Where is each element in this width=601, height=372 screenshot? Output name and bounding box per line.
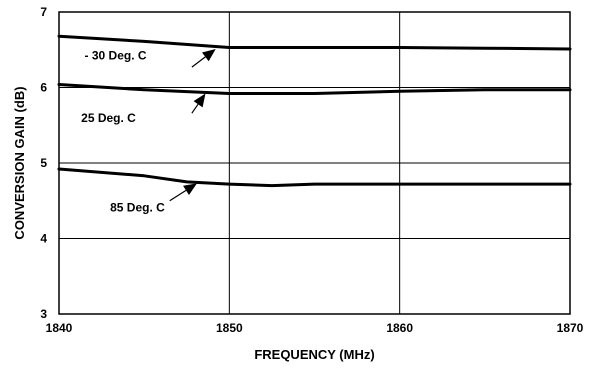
annotation-label-0: - 30 Deg. C	[85, 49, 147, 63]
y-axis-title: CONVERSION GAIN (dB)	[12, 86, 27, 239]
series-line-2	[57, 167, 572, 188]
x-tick-label: 1860	[386, 321, 413, 335]
y-tick-label: 5	[40, 156, 47, 170]
annotation-arrow-head	[202, 48, 216, 62]
annotation-label-1: 25 Deg. C	[81, 111, 136, 125]
annotation-arrow-shaft	[191, 103, 199, 114]
y-tick-label: 7	[40, 5, 47, 19]
x-tick-label: 1850	[216, 321, 243, 335]
annotation-arrow-head	[183, 183, 197, 196]
y-tick-label: 3	[40, 307, 47, 321]
plot-frame	[58, 11, 571, 315]
x-tick-label: 1840	[46, 321, 73, 335]
tick-labels: 1840 1850 1860 1870 3 4 5 6 7	[40, 5, 583, 335]
x-axis-title: FREQUENCY (MHz)	[254, 347, 374, 362]
annotation-arrow-shaft	[169, 189, 187, 202]
y-tick-label: 4	[40, 232, 47, 246]
y-tick-label: 6	[40, 81, 47, 95]
annotation-label-2: 85 Deg. C	[110, 200, 165, 214]
series-line-1	[57, 83, 572, 95]
series-line-0	[57, 34, 572, 51]
annotation-arrow-shaft	[191, 56, 206, 68]
x-tick-label: 1870	[557, 321, 584, 335]
series-lines	[57, 34, 572, 188]
annotations: - 30 Deg. C 25 Deg. C 85 Deg. C	[81, 48, 216, 214]
annotation-arrow-head	[193, 93, 206, 108]
